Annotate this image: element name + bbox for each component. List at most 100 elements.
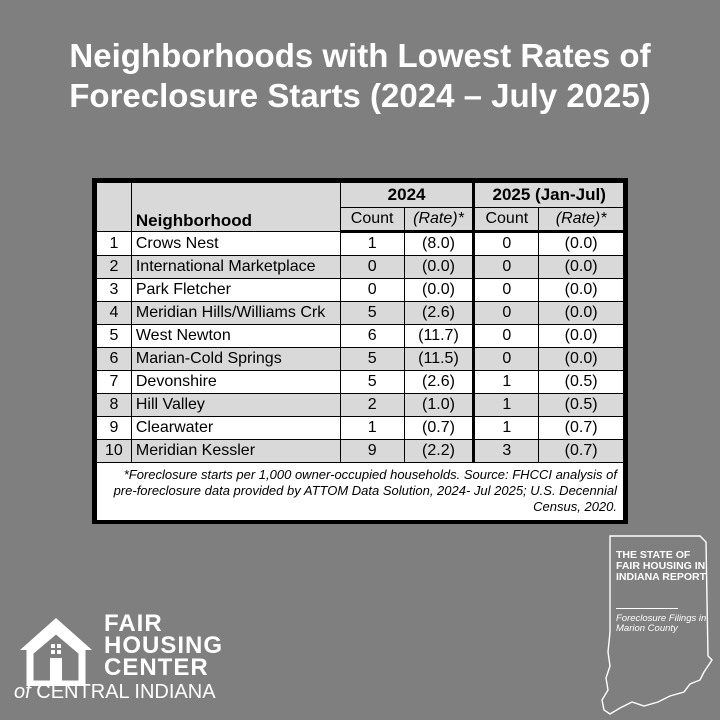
rank-cell: 2 (96, 255, 132, 279)
table-row: 1 Crows Nest 1 (8.0) 0 (0.0) (96, 231, 624, 256)
neighborhood-cell: West Newton (130, 324, 341, 348)
logo-line-central-indiana: of CENTRAL INDIANA (14, 680, 216, 704)
table-row: 2 International Marketplace 0 (0.0) 0 (0.0) (96, 255, 624, 279)
count-2024-cell: 5 (339, 370, 405, 394)
rate-2025-cell: (0.0) (538, 231, 624, 256)
footnote: *Foreclosure starts per 1,000 owner-occu… (96, 462, 624, 521)
rate-2024-cell: (0.0) (403, 278, 475, 302)
neighborhood-cell: Devonshire (130, 370, 341, 394)
rank-cell: 5 (96, 324, 132, 348)
neighborhood-cell: Marian-Cold Springs (130, 347, 341, 371)
rate-2024-cell: (2.2) (403, 439, 475, 463)
count-2025-cell: 0 (472, 278, 540, 302)
title-line-2: Foreclosure Starts (2024 – July 2025) (69, 77, 651, 114)
table-row: 6 Marian-Cold Springs 5 (11.5) 0 (0.0) (96, 347, 624, 371)
rank-cell: 4 (96, 301, 132, 325)
table-row: 4 Meridian Hills/Williams Crk 5 (2.6) 0 (0.0) (96, 301, 624, 325)
rate-2025-cell: (0.5) (538, 370, 624, 394)
count-2025-cell: 0 (472, 347, 540, 371)
rate-2024-cell: (2.6) (403, 301, 475, 325)
rate-2025-cell: (0.0) (538, 347, 624, 371)
neighborhood-cell: Meridian Kessler (130, 439, 341, 463)
header-row-years: Neighborhood 2024 2025 (Jan-Jul) (96, 182, 624, 232)
report-divider (616, 608, 678, 609)
rank-cell: 7 (96, 370, 132, 394)
count-2025-cell: 3 (472, 439, 540, 463)
count-2024-cell: 0 (339, 255, 405, 279)
count-2024-cell: 5 (339, 347, 405, 371)
count-2024-cell: 1 (339, 416, 405, 440)
rate-2025-cell: (0.5) (538, 393, 624, 417)
table-row: 7 Devonshire 5 (2.6) 1 (0.5) (96, 370, 624, 394)
rate-2024-header: (Rate)* (403, 207, 475, 233)
fhcci-logo: FAIR HOUSING CENTER of CENTRAL INDIANA (14, 612, 254, 712)
neighborhood-header: Neighborhood (130, 182, 341, 232)
rate-2025-cell: (0.7) (538, 439, 624, 463)
table-row: 5 West Newton 6 (11.7) 0 (0.0) (96, 324, 624, 348)
neighborhood-cell: International Marketplace (130, 255, 341, 279)
neighborhood-cell: Meridian Hills/Williams Crk (130, 301, 341, 325)
rate-2024-cell: (2.6) (403, 370, 475, 394)
table-row: 9 Clearwater 1 (0.7) 1 (0.7) (96, 416, 624, 440)
table-row: 8 Hill Valley 2 (1.0) 1 (0.5) (96, 393, 624, 417)
rank-cell: 8 (96, 393, 132, 417)
title-line-1: Neighborhoods with Lowest Rates of (69, 37, 651, 74)
foreclosure-table-card: Neighborhood 2024 2025 (Jan-Jul) Count (… (92, 178, 628, 524)
rate-2025-cell: (0.0) (538, 301, 624, 325)
table-row: 3 Park Fletcher 0 (0.0) 0 (0.0) (96, 278, 624, 302)
count-2025-header: Count (472, 207, 540, 233)
count-2024-header: Count (339, 207, 405, 233)
count-2025-cell: 0 (472, 301, 540, 325)
rate-2024-cell: (11.7) (403, 324, 475, 348)
count-2024-cell: 0 (339, 278, 405, 302)
house-icon (20, 618, 92, 686)
report-subtitle: Foreclosure Filings in Marion County (616, 613, 707, 634)
count-2024-cell: 2 (339, 393, 405, 417)
rate-2025-cell: (0.7) (538, 416, 624, 440)
count-2025-cell: 1 (472, 393, 540, 417)
rate-2024-cell: (0.0) (403, 255, 475, 279)
count-2024-cell: 9 (339, 439, 405, 463)
neighborhood-cell: Crows Nest (130, 231, 341, 256)
year-2024-header: 2024 (339, 182, 475, 208)
page-title: Neighborhoods with Lowest Rates of Forec… (0, 36, 720, 116)
report-title: THE STATE OF FAIR HOUSING IN INDIANA REP… (616, 549, 707, 583)
count-2025-cell: 0 (472, 231, 540, 256)
count-2025-cell: 0 (472, 324, 540, 348)
rank-header (96, 182, 132, 232)
rate-2025-cell: (0.0) (538, 278, 624, 302)
count-2025-cell: 1 (472, 416, 540, 440)
report-badge: THE STATE OF FAIR HOUSING IN INDIANA REP… (596, 532, 720, 720)
rate-2025-cell: (0.0) (538, 255, 624, 279)
count-2025-cell: 0 (472, 255, 540, 279)
logo-word-of: of (14, 681, 31, 703)
rate-2024-cell: (8.0) (403, 231, 475, 256)
neighborhood-cell: Park Fletcher (130, 278, 341, 302)
year-2025-header: 2025 (Jan-Jul) (472, 182, 624, 208)
logo-word-fair: FAIR (104, 610, 163, 637)
rate-2024-cell: (11.5) (403, 347, 475, 371)
rate-2024-cell: (0.7) (403, 416, 475, 440)
count-2024-cell: 1 (339, 231, 405, 256)
count-2024-cell: 5 (339, 301, 405, 325)
logo-word-center: CENTER (104, 654, 209, 681)
count-2025-cell: 1 (472, 370, 540, 394)
logo-word-housing: HOUSING (104, 632, 224, 659)
rate-2024-cell: (1.0) (403, 393, 475, 417)
rank-cell: 1 (96, 231, 132, 256)
header-row-columns: Count (Rate)* Count (Rate)* (97, 207, 624, 233)
rank-cell: 6 (96, 347, 132, 371)
neighborhood-cell: Hill Valley (130, 393, 341, 417)
rank-cell: 9 (96, 416, 132, 440)
rate-2025-cell: (0.0) (538, 324, 624, 348)
logo-word-central-indiana: CENTRAL INDIANA (36, 681, 216, 703)
neighborhood-cell: Clearwater (130, 416, 341, 440)
footnote-row: *Foreclosure starts per 1,000 owner-occu… (96, 462, 624, 521)
table-row: 10 Meridian Kessler 9 (2.2) 3 (0.7) (96, 439, 624, 463)
rate-2025-header: (Rate)* (538, 207, 624, 233)
rank-cell: 3 (96, 278, 132, 302)
count-2024-cell: 6 (339, 324, 405, 348)
foreclosure-table: Neighborhood 2024 2025 (Jan-Jul) Count (… (96, 182, 624, 521)
rank-cell: 10 (96, 439, 132, 463)
indiana-map-icon (601, 535, 713, 715)
